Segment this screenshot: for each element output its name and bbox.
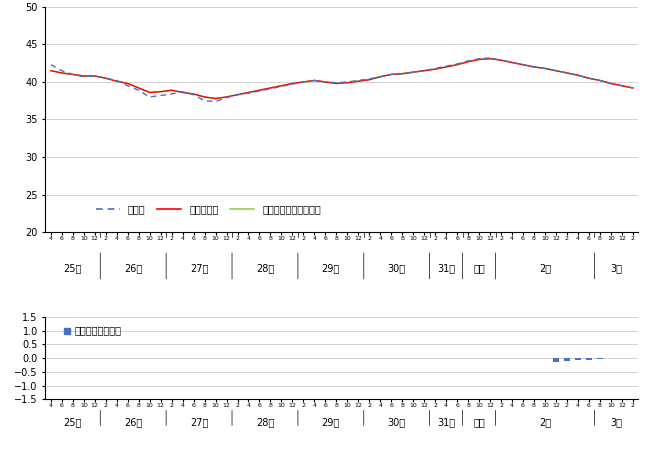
Text: 30年: 30年	[388, 418, 406, 427]
Bar	[575, 358, 581, 360]
Text: 3年: 3年	[610, 263, 622, 274]
Bar	[553, 358, 559, 362]
Text: 26年: 26年	[124, 418, 143, 427]
Legend: 原系列, 季節調整値, 季節調整値（改訂前）: 原系列, 季節調整値, 季節調整値（改訂前）	[92, 201, 325, 218]
Text: 2年: 2年	[539, 418, 551, 427]
Text: 28年: 28年	[256, 418, 274, 427]
Text: 27年: 27年	[190, 418, 208, 427]
Bar	[586, 358, 592, 360]
Bar	[597, 358, 603, 359]
Text: 元年: 元年	[473, 418, 485, 427]
Text: 31年: 31年	[437, 263, 455, 274]
Text: 25年: 25年	[64, 418, 82, 427]
Text: 31年: 31年	[437, 418, 455, 427]
Text: 26年: 26年	[124, 263, 143, 274]
Bar	[564, 358, 570, 361]
Text: 29年: 29年	[321, 418, 340, 427]
Text: 元年: 元年	[473, 263, 485, 274]
Text: 28年: 28年	[256, 263, 274, 274]
Text: 27年: 27年	[190, 263, 208, 274]
Text: 29年: 29年	[321, 263, 340, 274]
Text: 2年: 2年	[539, 263, 551, 274]
Text: 30年: 30年	[388, 263, 406, 274]
Text: 25年: 25年	[64, 263, 82, 274]
Text: 新旧差（新－旧）: 新旧差（新－旧）	[75, 325, 122, 336]
Text: 3年: 3年	[610, 418, 622, 427]
